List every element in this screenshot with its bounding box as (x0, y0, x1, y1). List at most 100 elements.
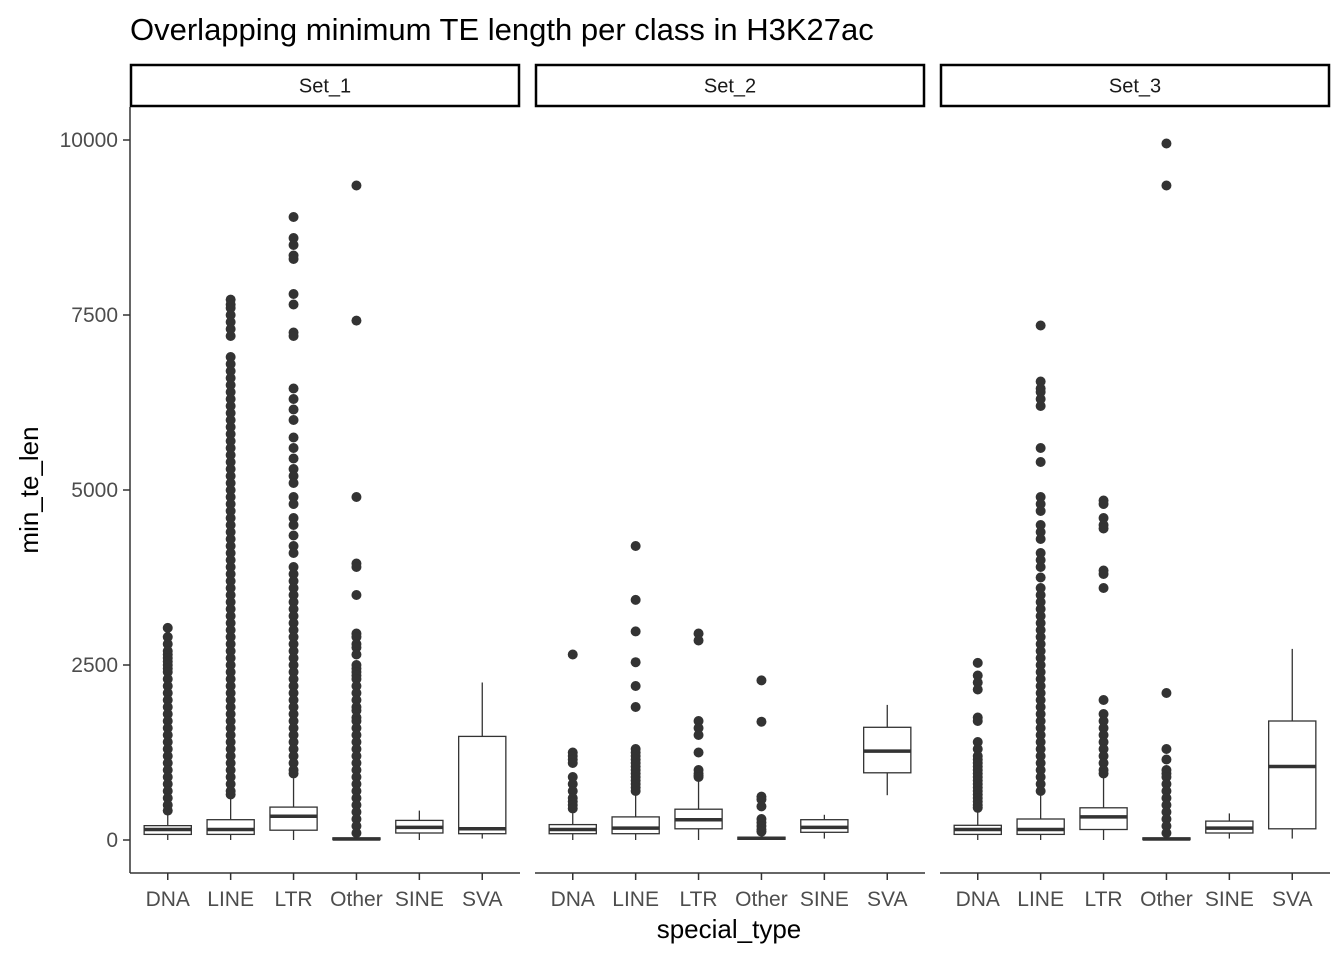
outlier-point (1161, 772, 1172, 782)
outlier-point (1161, 786, 1172, 796)
outlier-point (162, 632, 173, 642)
outlier-point (1035, 387, 1046, 397)
outlier-point (756, 794, 767, 805)
box-other (332, 180, 381, 841)
outlier-point (225, 415, 236, 425)
outlier-point (162, 709, 173, 719)
outlier-point (693, 772, 704, 782)
x-tick-label: DNA (956, 888, 1000, 911)
outlier-point (1035, 779, 1046, 789)
outlier-point (288, 597, 299, 607)
outlier-point (162, 751, 173, 761)
outlier-point (288, 688, 299, 698)
outlier-point (225, 562, 236, 572)
outlier-point (1035, 772, 1046, 782)
outlier-point (351, 562, 362, 572)
outlier-point (225, 310, 236, 320)
outlier-point (288, 716, 299, 726)
outlier-point (288, 723, 299, 733)
outlier-point (1035, 611, 1046, 621)
facet-strip (129, 63, 521, 108)
outlier-point (1098, 523, 1109, 534)
outlier-point (1035, 632, 1046, 642)
outlier-point (225, 436, 236, 446)
x-tick-label: Other (735, 888, 788, 911)
outlier-point (225, 527, 236, 537)
outlier-point (288, 583, 299, 593)
outlier-point (1161, 807, 1172, 817)
outlier-point (630, 594, 641, 605)
outlier-point (288, 404, 299, 415)
x-tick-label: SVA (462, 888, 502, 911)
outlier-point (1161, 821, 1172, 831)
outlier-point (288, 548, 299, 558)
outlier-point (1098, 583, 1109, 593)
box-other (1142, 138, 1191, 841)
outlier-point (1035, 492, 1046, 502)
outlier-point (162, 674, 173, 684)
outlier-point (351, 828, 362, 838)
outlier-point (1098, 758, 1109, 768)
outlier-point (288, 453, 299, 464)
x-tick-label: LINE (1017, 888, 1064, 911)
outlier-point (225, 394, 236, 404)
outlier-point (630, 786, 641, 796)
outlier-point (288, 639, 299, 649)
outlier-point (225, 597, 236, 607)
outlier-point (351, 590, 362, 600)
outlier-point (1035, 765, 1046, 775)
outlier-point (225, 611, 236, 621)
outlier-point (162, 723, 173, 733)
outlier-point (225, 380, 236, 390)
outlier-point (1035, 709, 1046, 719)
y-tick-label: 7500 (71, 304, 118, 327)
outlier-point (1098, 695, 1109, 705)
box-sine (1205, 813, 1254, 839)
outlier-point (1098, 709, 1109, 719)
outlier-point (1035, 695, 1046, 705)
x-tick-label: LTR (1084, 888, 1122, 911)
outlier-point (288, 758, 299, 768)
outlier-point (1035, 674, 1046, 684)
outlier-point (225, 485, 236, 495)
box-dna (953, 657, 1002, 840)
outlier-point (225, 730, 236, 740)
outlier-point (225, 429, 236, 439)
outlier-point (288, 530, 299, 541)
outlier-point (288, 289, 299, 299)
x-tick-label: LINE (612, 888, 659, 911)
outlier-point (351, 315, 362, 326)
outlier-point (288, 646, 299, 656)
outlier-point (225, 737, 236, 747)
box-line (1016, 320, 1065, 840)
outlier-point (1035, 716, 1046, 726)
box-iqr (206, 819, 255, 836)
outlier-point (1098, 744, 1109, 754)
x-axis-title: special_type (657, 914, 802, 944)
outlier-point (162, 744, 173, 754)
outlier-point (225, 450, 236, 460)
outlier-point (351, 695, 362, 705)
outlier-point (288, 604, 299, 614)
outlier-point (225, 464, 236, 474)
outlier-point (1098, 768, 1109, 779)
outlier-point (1035, 702, 1046, 712)
panels-layer: Set_1 DNA LINE LTR Other SINE SVA Set_2 DNA LINE L… (129, 63, 1331, 911)
outlier-point (693, 747, 704, 758)
outlier-point (972, 677, 983, 688)
outlier-point (1035, 527, 1046, 537)
outlier-point (1035, 688, 1046, 698)
outlier-point (972, 670, 983, 681)
outlier-point (1035, 572, 1046, 583)
outlier-point (288, 492, 299, 502)
outlier-point (351, 744, 362, 754)
outlier-point (288, 478, 299, 488)
outlier-point (288, 240, 299, 250)
outlier-point (225, 653, 236, 663)
outlier-point (288, 674, 299, 684)
box-iqr (458, 735, 507, 835)
outlier-point (225, 534, 236, 544)
outlier-point (1035, 604, 1046, 614)
